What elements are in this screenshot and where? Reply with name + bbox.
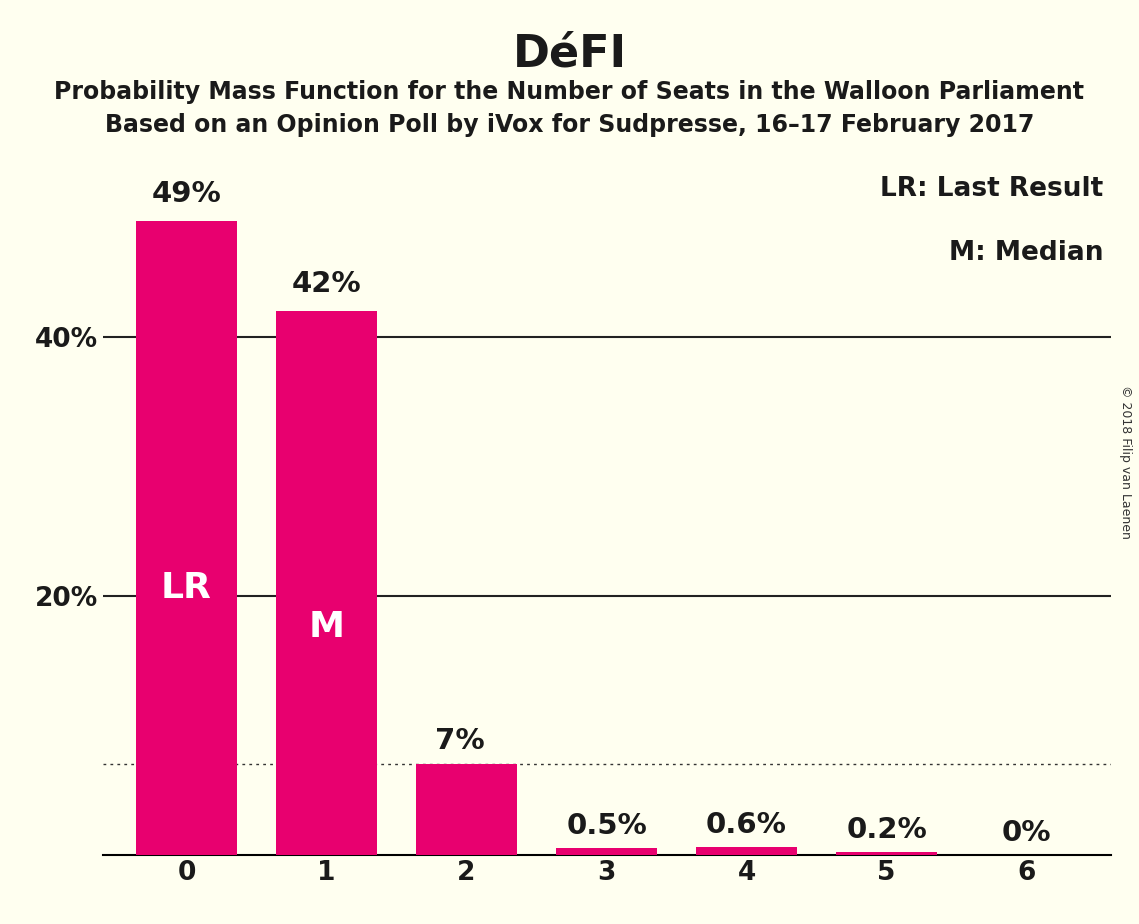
Bar bbox=[696, 847, 797, 855]
Text: 0.6%: 0.6% bbox=[706, 811, 787, 839]
Text: LR: Last Result: LR: Last Result bbox=[880, 176, 1104, 201]
Text: M: M bbox=[309, 610, 344, 643]
Text: Probability Mass Function for the Number of Seats in the Walloon Parliament: Probability Mass Function for the Number… bbox=[55, 80, 1084, 104]
Text: 0.2%: 0.2% bbox=[846, 816, 927, 845]
Text: 0.5%: 0.5% bbox=[566, 812, 647, 841]
Text: 49%: 49% bbox=[151, 180, 221, 208]
Bar bbox=[276, 311, 377, 855]
Bar bbox=[416, 764, 517, 855]
Text: 0%: 0% bbox=[1002, 819, 1051, 847]
Text: M: Median: M: Median bbox=[949, 240, 1104, 266]
Text: LR: LR bbox=[161, 571, 212, 605]
Text: © 2018 Filip van Laenen: © 2018 Filip van Laenen bbox=[1118, 385, 1132, 539]
Text: Based on an Opinion Poll by iVox for Sudpresse, 16–17 February 2017: Based on an Opinion Poll by iVox for Sud… bbox=[105, 113, 1034, 137]
Bar bbox=[136, 221, 237, 855]
Bar bbox=[836, 852, 937, 855]
Bar bbox=[556, 848, 657, 855]
Text: 42%: 42% bbox=[292, 271, 361, 298]
Text: 7%: 7% bbox=[435, 727, 484, 755]
Text: DéFI: DéFI bbox=[513, 32, 626, 76]
